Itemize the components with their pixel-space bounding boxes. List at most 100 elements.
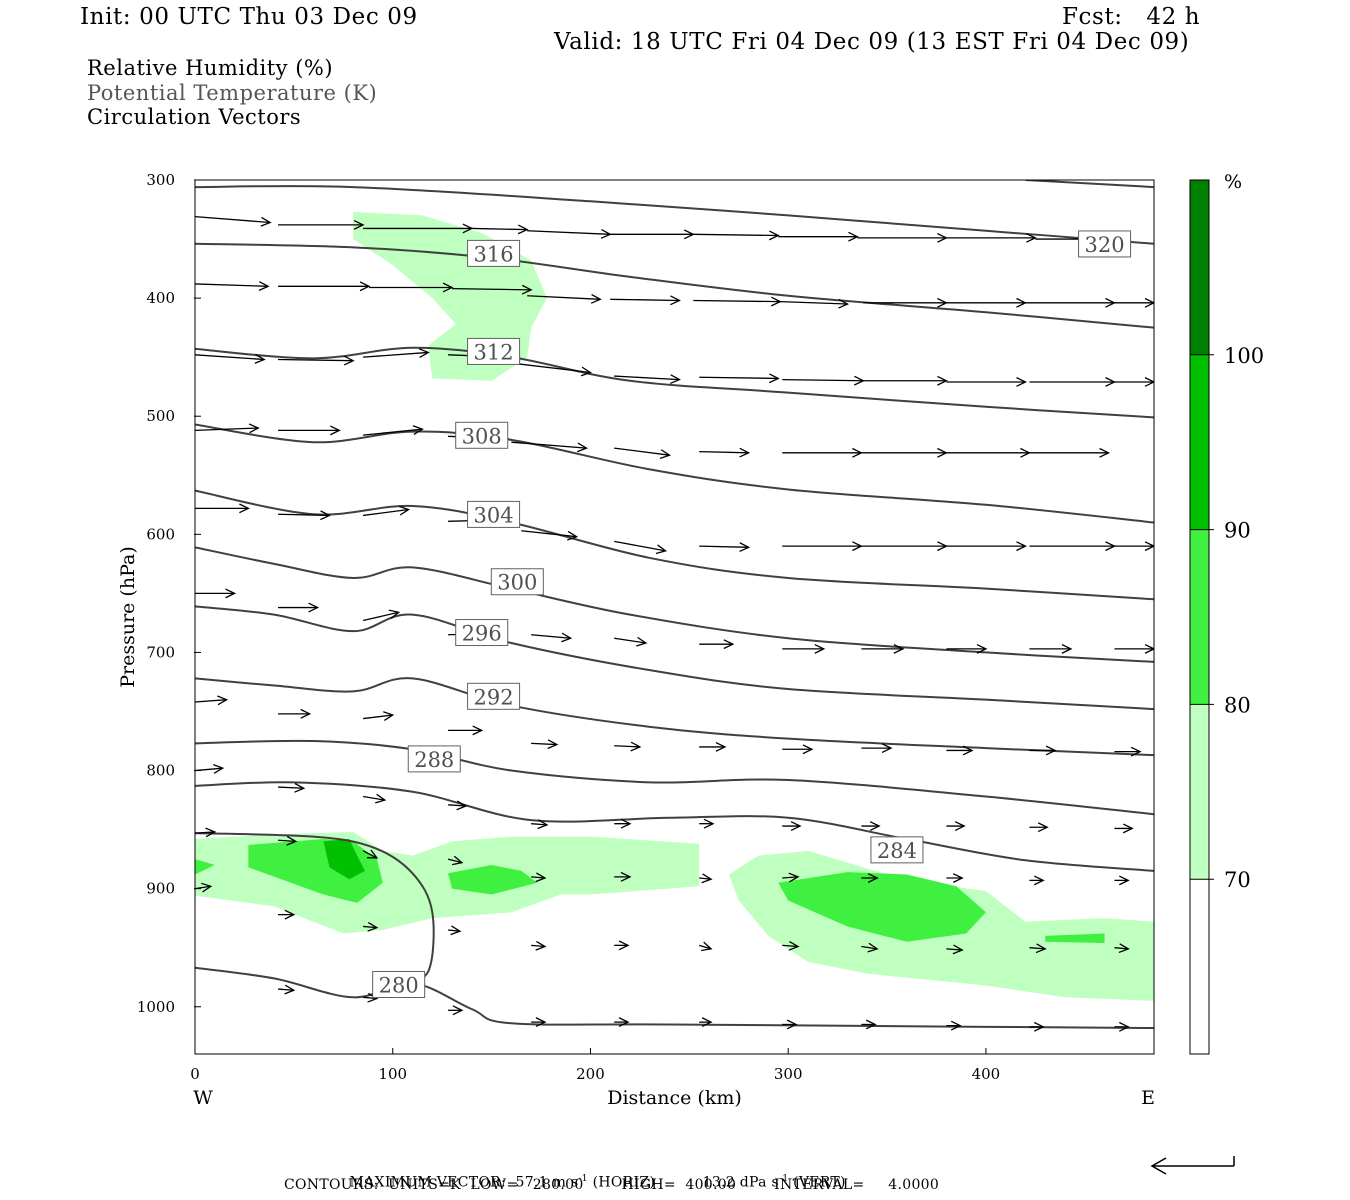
- circulation-vector: [195, 588, 237, 599]
- circulation-vector: [861, 541, 948, 552]
- plot-frame: [194, 179, 1155, 1055]
- circulation-vector: [195, 503, 250, 514]
- y-tick-label: 800: [146, 762, 175, 780]
- circulation-vector: [1114, 297, 1154, 308]
- contour-label-308: 308: [462, 424, 502, 448]
- circulation-vector: [1025, 297, 1116, 308]
- circulation-vector: [610, 295, 681, 306]
- circulation-vector: [369, 282, 454, 293]
- circulation-vector: [277, 984, 296, 995]
- vert-exponent: -1: [778, 1174, 789, 1184]
- circulation-vector: [448, 725, 484, 736]
- contour-label-320: 320: [1085, 233, 1125, 257]
- circulation-vector: [782, 643, 826, 654]
- contour-label-288: 288: [414, 748, 454, 772]
- theta-contour-292: [195, 677, 1154, 757]
- circulation-vector: [1114, 875, 1130, 886]
- circulation-vector: [278, 425, 341, 436]
- y-tick-label: 700: [146, 643, 175, 661]
- circulation-vector: [614, 940, 630, 951]
- circulation-vector: [614, 374, 681, 385]
- colorbar-frame: [1189, 179, 1210, 1055]
- circulation-vector: [861, 743, 893, 754]
- contour-label-box: [467, 337, 521, 365]
- circulation-vector: [782, 447, 863, 458]
- circulation-vector: [1114, 377, 1154, 387]
- theta-contour-296: [195, 605, 1154, 711]
- circulation-vector: [1029, 447, 1111, 458]
- rh-fill-layer: [195, 211, 1154, 1001]
- circulation-vector: [614, 871, 632, 882]
- circulation-vector: [195, 281, 270, 291]
- contour-label-296: 296: [462, 622, 502, 646]
- rh-region-80: [1045, 933, 1105, 943]
- colorbar-label: 90: [1224, 519, 1251, 543]
- circulation-vector: [699, 941, 713, 952]
- theta-contour-288: [195, 739, 1154, 816]
- contour-label-284: 284: [877, 839, 917, 863]
- circulation-vector: [278, 909, 296, 920]
- theta-contour-316: [195, 242, 1154, 329]
- circulation-vector: [362, 849, 379, 859]
- circulation-vector: [1114, 541, 1154, 552]
- circulation-vector: [511, 362, 592, 377]
- circulation-vector: [1029, 875, 1045, 886]
- circulation-vector: [362, 609, 401, 622]
- circulation-vector: [946, 377, 1027, 387]
- circulation-vector: [278, 355, 355, 366]
- circulation-vector: [857, 232, 948, 243]
- circulation-vector: [195, 215, 272, 227]
- circulation-vector: [614, 818, 632, 829]
- contour-label-280: 280: [379, 973, 419, 997]
- contour-label-box: [870, 836, 924, 864]
- circulation-vector: [531, 739, 559, 750]
- theta-contour-304: [195, 489, 1154, 601]
- circulation-vector: [195, 764, 225, 774]
- theta-contour-320: [195, 185, 1154, 245]
- circulation-vector: [861, 447, 948, 458]
- x-tick-label: 300: [774, 1065, 803, 1083]
- valid-time: Valid: 18 UTC Fri 04 Dec 09 (13 EST Fri …: [554, 29, 1190, 55]
- colorbar-swatch: [1190, 879, 1209, 1054]
- circulation-vector: [693, 296, 782, 307]
- circulation-vector: [1029, 1021, 1045, 1032]
- circulation-vector: [1114, 823, 1134, 834]
- circulation-vector: [531, 1017, 547, 1028]
- circulation-vector: [1029, 643, 1073, 654]
- circulation-vector: [614, 1017, 630, 1028]
- circulation-vector: [863, 375, 948, 386]
- circulation-vector: [1114, 1021, 1130, 1032]
- circulation-vector: [278, 602, 320, 613]
- colorbar-unit: %: [1224, 171, 1242, 193]
- horiz-unit: (HORIZ): [592, 1174, 656, 1191]
- circulation-vector: [362, 505, 411, 517]
- circulation-vector: [782, 744, 814, 755]
- contour-label-box: [455, 421, 509, 449]
- circulation-vector: [531, 632, 573, 643]
- max-vector-line: MAXIMUM VECTOR: 57.1 m s-1 (HORIZ) 13.2 …: [340, 1158, 846, 1191]
- circulation-vector: [1029, 377, 1116, 387]
- circulation-vector: [780, 298, 850, 309]
- contour-label-box: [407, 745, 461, 773]
- circulation-vector: [614, 540, 668, 555]
- circulation-vector: [195, 354, 266, 364]
- theta-contour-300: [195, 546, 1154, 663]
- colorbar: 70 80 90 100%: [1189, 171, 1264, 1055]
- contour-label-box: [372, 970, 426, 998]
- x-tick-label: 200: [576, 1065, 605, 1083]
- circulation-vector: [195, 695, 229, 706]
- colorbar-label: 70: [1224, 868, 1251, 892]
- circulation-vector: [782, 541, 863, 552]
- theta-contour-280: [195, 966, 1154, 1030]
- circulation-vector: [861, 873, 879, 883]
- circulation-vector: [448, 925, 462, 936]
- circulation-vector: [946, 643, 988, 654]
- colorbar-swatch: [1190, 704, 1209, 880]
- y-axis-label: Pressure (hPa): [117, 546, 139, 688]
- circulation-vector: [782, 872, 800, 883]
- theta-contour-layer: [195, 180, 1154, 1030]
- circulation-vector: [362, 711, 395, 721]
- circulation-vector: [699, 447, 751, 458]
- circulation-vector: [782, 821, 802, 831]
